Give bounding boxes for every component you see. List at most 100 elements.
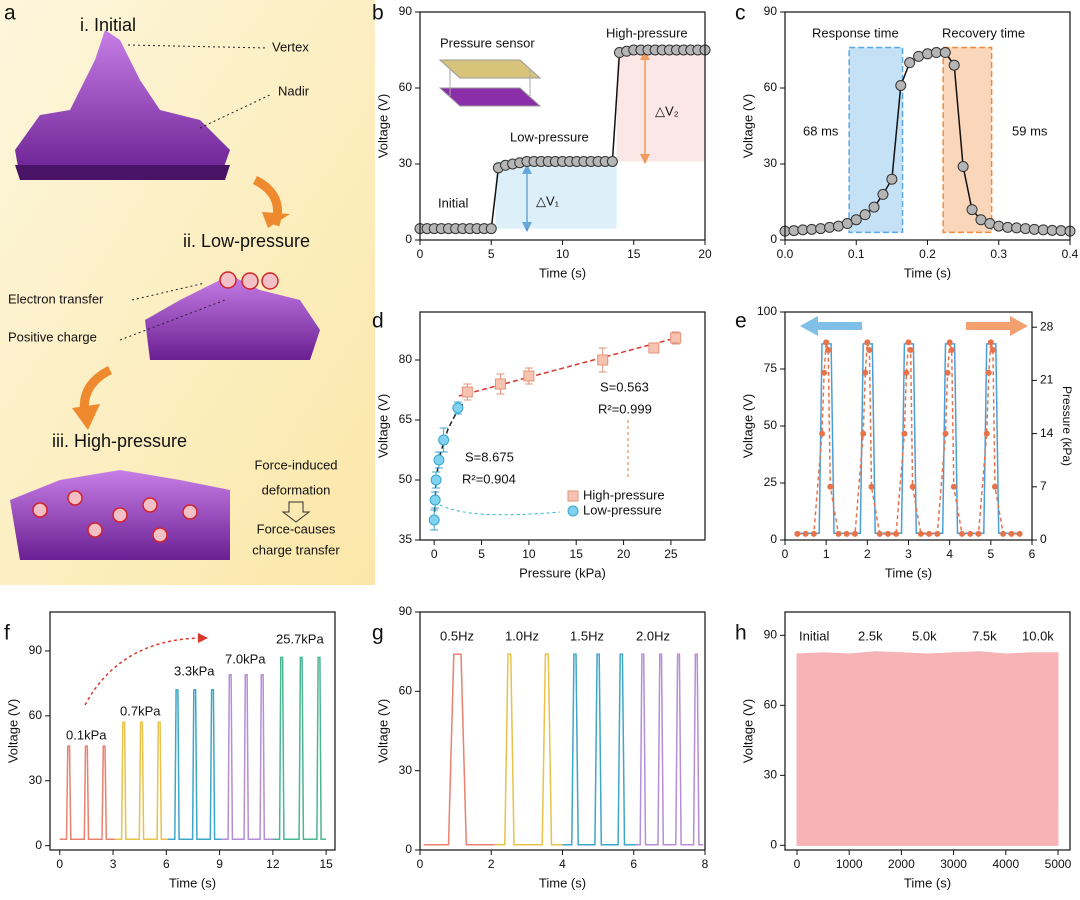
y-tick-label: 35 (399, 532, 413, 546)
flow-arrow-head (72, 404, 100, 430)
x-tick-label: 5 (987, 547, 994, 561)
y2-tick-label: 21 (1040, 373, 1054, 387)
y-tick-label: 0 (770, 532, 777, 546)
x-axis-label: Time (s) (539, 875, 586, 890)
x-tick-label: 25 (664, 547, 678, 561)
x-tick-label: 15 (570, 547, 584, 561)
y-tick-label: 0 (770, 232, 777, 246)
x-tick-label: 15 (627, 247, 641, 261)
annotation: 2.5k (858, 628, 883, 643)
marker (868, 483, 875, 490)
annotation: 5.0k (912, 628, 937, 643)
x-tick-label: 15 (319, 857, 333, 871)
y-tick-label: 30 (399, 763, 413, 777)
marker (802, 530, 809, 537)
x-tick-label: 0 (782, 547, 789, 561)
y-tick-label: 0 (405, 842, 412, 856)
trend-arrow (84, 637, 201, 706)
x-tick-label: 0 (417, 247, 424, 261)
marker (866, 347, 873, 353)
x-tick-label: 2 (488, 857, 495, 871)
y-tick-label: 75 (764, 361, 778, 375)
surface-initial (15, 30, 230, 178)
marker (909, 483, 916, 490)
illustration-label: Vertex (272, 39, 309, 54)
marker (975, 530, 982, 537)
x-tick-label: 4000 (992, 857, 1019, 871)
series-line (168, 689, 222, 840)
marker (843, 530, 850, 537)
annotation: Initial (799, 628, 829, 643)
marker (946, 339, 953, 346)
annotation: High-pressure (606, 25, 688, 40)
y-tick-label: 60 (399, 80, 413, 94)
marker (876, 530, 883, 537)
surface-base (15, 165, 230, 180)
annotation: 0.1kPa (66, 727, 107, 742)
y-tick-label: 60 (764, 698, 778, 712)
marker (939, 47, 951, 59)
y-tick-label: 90 (399, 4, 413, 18)
marker (430, 474, 442, 486)
down-arrow (281, 501, 311, 523)
x-tick-label: 4 (946, 547, 953, 561)
marker (957, 161, 969, 173)
y-tick-label: 100 (757, 304, 777, 318)
y-tick-label: 60 (399, 684, 413, 698)
legend-swatch (567, 505, 579, 517)
marker (452, 402, 464, 414)
x-tick-label: 0.0 (777, 247, 794, 261)
marker (428, 514, 440, 526)
annotation: 3.3kPa (174, 663, 215, 678)
marker (523, 370, 535, 382)
fit-line (458, 337, 676, 397)
marker (860, 430, 867, 437)
marker (893, 530, 900, 537)
y-axis-label: Voltage (V) (375, 394, 390, 458)
annotation: R²=0.904 (462, 471, 516, 486)
marker (948, 347, 955, 353)
x-tick-label: 0.2 (919, 247, 936, 261)
panel-label: b (372, 2, 384, 25)
marker (597, 354, 609, 366)
y2-axis-label: Pressure (kPa) (1060, 386, 1074, 466)
panel-label: f (4, 622, 10, 645)
direction-arrow (966, 316, 1028, 336)
x-axis-label: Time (s) (904, 875, 951, 890)
marker (922, 48, 933, 60)
y-tick-label: 30 (764, 768, 778, 782)
marker (904, 57, 916, 69)
marker (433, 454, 445, 466)
marker (810, 530, 817, 537)
panel-label: d (372, 310, 384, 333)
series-line (784, 51, 1071, 232)
sensor-inset (438, 59, 542, 107)
marker (851, 530, 858, 537)
marker (944, 369, 951, 376)
marker (823, 339, 830, 346)
marker (877, 188, 889, 200)
legend-swatch (567, 490, 579, 502)
x-tick-label: 2 (864, 547, 871, 561)
annotation: △V₂ (655, 103, 679, 118)
marker (648, 342, 660, 354)
y-axis-label: Voltage (V) (740, 94, 755, 158)
annotation: 7.5k (972, 628, 997, 643)
y-tick-label: 90 (764, 628, 778, 642)
marker (903, 369, 910, 376)
marker (886, 173, 898, 185)
y2-tick-label: 14 (1040, 426, 1054, 440)
highlight-region (616, 50, 705, 162)
series-line (59, 745, 115, 840)
marker (827, 483, 834, 490)
y-axis-label: Voltage (V) (375, 94, 390, 158)
delta-arrows (522, 50, 650, 232)
highlight-region (848, 46, 904, 234)
marker (438, 434, 450, 446)
annotation: S=8.675 (465, 449, 514, 464)
marker (1016, 530, 1023, 537)
panel-label: e (735, 310, 747, 333)
y-tick-label: 60 (29, 708, 43, 722)
annotation: 10.0k (1022, 628, 1054, 643)
